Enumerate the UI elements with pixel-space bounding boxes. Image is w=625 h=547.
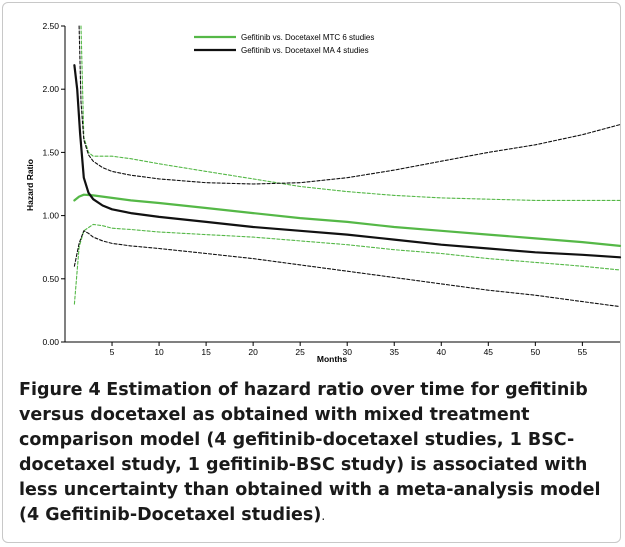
- x-tick-label: 55: [578, 347, 588, 357]
- y-axis-title: Hazard Ratio: [25, 159, 35, 211]
- figure-caption: Figure 4 Estimation of hazard ratio over…: [19, 378, 609, 529]
- figure-frame: [2, 2, 621, 543]
- series-line-2: [80, 25, 621, 201]
- series-lines: [73, 25, 622, 308]
- legend-label: Gefitinib vs. Docetaxel MA 4 studies: [241, 46, 369, 55]
- x-tick-label: 10: [154, 347, 164, 357]
- x-tick-label: 25: [295, 347, 305, 357]
- x-tick-label: 50: [531, 347, 541, 357]
- x-tick-label: 30: [342, 347, 352, 357]
- x-tick-label: 15: [201, 347, 211, 357]
- y-tick-label: 1.00: [42, 211, 59, 221]
- y-tick-label: 0.00: [42, 337, 59, 347]
- caption-text: Estimation of hazard ratio over time for…: [19, 380, 601, 525]
- series-line-3: [73, 223, 621, 305]
- x-tick-label: 5: [110, 347, 115, 357]
- x-tick-label: 20: [248, 347, 258, 357]
- x-tick-label: 45: [484, 347, 494, 357]
- y-tick-label: 2.00: [42, 84, 59, 94]
- x-axis-title: Months: [317, 354, 347, 364]
- series-line-4: [73, 64, 622, 259]
- legend: Gefitinib vs. Docetaxel MTC 6 studies Gef…: [194, 33, 374, 55]
- hazard-ratio-chart: 0.00 0.50 1.00 1.50 2.00 2.50 5 10 15 20 25 30 35 40 4…: [25, 21, 622, 364]
- series-line-1: [73, 193, 622, 247]
- series-line-5: [78, 25, 621, 185]
- x-tick-label: 35: [390, 347, 400, 357]
- y-tick-label: 2.50: [42, 21, 59, 31]
- series-line-6: [73, 230, 621, 308]
- axes: 0.00 0.50 1.00 1.50 2.00 2.50 5 10 15 20 25 30 35 40 4…: [42, 21, 620, 357]
- caption-period: .: [321, 509, 326, 523]
- x-tick-label: 40: [437, 347, 447, 357]
- y-tick-label: 1.50: [42, 147, 59, 157]
- y-tick-label: 0.50: [42, 274, 59, 284]
- legend-label: Gefitinib vs. Docetaxel MTC 6 studies: [241, 33, 374, 42]
- caption-label: Figure 4: [19, 380, 101, 400]
